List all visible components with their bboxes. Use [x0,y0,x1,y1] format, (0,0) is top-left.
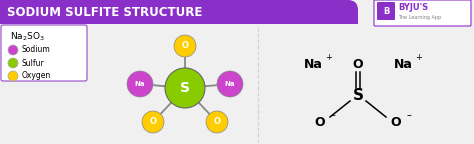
Circle shape [165,68,205,108]
Text: –: – [331,110,336,120]
Text: Na: Na [393,58,412,72]
Text: –: – [407,110,412,120]
Text: S: S [353,88,364,103]
Circle shape [206,111,228,133]
Text: Na$_2$SO$_3$: Na$_2$SO$_3$ [10,31,45,43]
Bar [0,14,358,24]
Text: O: O [182,41,189,51]
Circle shape [8,45,18,55]
Text: Na: Na [303,58,322,72]
Text: S: S [180,81,190,95]
Text: Na: Na [135,81,145,87]
Circle shape [142,111,164,133]
Text: O: O [315,116,325,129]
FancyBboxPatch shape [1,25,87,81]
Text: O: O [213,118,220,126]
Text: +: + [415,54,422,62]
Circle shape [8,71,18,81]
Text: Oxygen: Oxygen [22,72,51,80]
Text: The Learning App: The Learning App [398,15,441,19]
Bar [0,0,10,24]
Text: O: O [353,58,363,72]
FancyBboxPatch shape [374,0,471,26]
Circle shape [217,71,243,97]
FancyBboxPatch shape [0,0,358,24]
Text: Sulfur: Sulfur [22,58,45,68]
Circle shape [8,58,18,68]
Text: O: O [391,116,401,129]
Circle shape [174,35,196,57]
Text: +: + [325,54,332,62]
Text: Sodium: Sodium [22,46,51,54]
Text: Na: Na [225,81,235,87]
FancyBboxPatch shape [377,2,395,20]
Text: B: B [383,6,389,16]
Circle shape [127,71,153,97]
Text: SODIUM SULFITE STRUCTURE: SODIUM SULFITE STRUCTURE [7,5,202,18]
Text: O: O [149,118,156,126]
Text: BYJU'S: BYJU'S [398,3,428,13]
